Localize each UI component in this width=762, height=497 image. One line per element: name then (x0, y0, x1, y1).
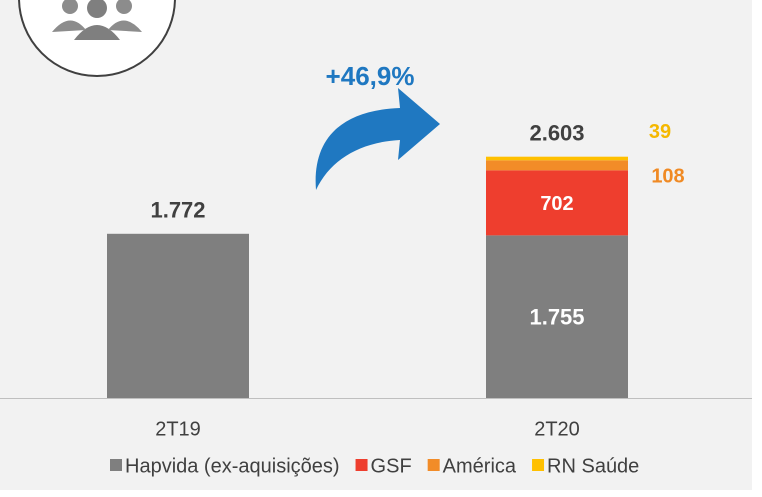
legend-swatch (532, 459, 545, 471)
growth-arrow (315, 88, 440, 190)
legend-label: Hapvida (ex-aquisições) (125, 455, 340, 477)
legend-label: GSF (371, 455, 412, 477)
bar-segment (107, 233, 249, 398)
legend-swatch (355, 459, 368, 471)
value-label: 108 (651, 166, 684, 188)
value-label: 39 (649, 121, 671, 143)
legend-swatch (110, 459, 122, 471)
value-label: 702 (540, 193, 573, 215)
legend-swatch (427, 459, 440, 471)
people-icon (18, 0, 176, 77)
total-label: 1.772 (150, 198, 205, 223)
legend-label: América (443, 455, 517, 477)
bar-segment (486, 170, 628, 236)
growth-annotation: +46,9% (326, 61, 415, 91)
value-label: 1.755 (529, 304, 584, 329)
bar-segment (486, 160, 628, 171)
x-tick-label: 2T19 (155, 418, 201, 440)
x-tick-label: 2T20 (534, 418, 580, 440)
bar-segment (486, 156, 628, 161)
legend-label: RN Saúde (547, 455, 639, 477)
bar-segment (486, 235, 628, 398)
total-label: 2.603 (529, 121, 584, 146)
